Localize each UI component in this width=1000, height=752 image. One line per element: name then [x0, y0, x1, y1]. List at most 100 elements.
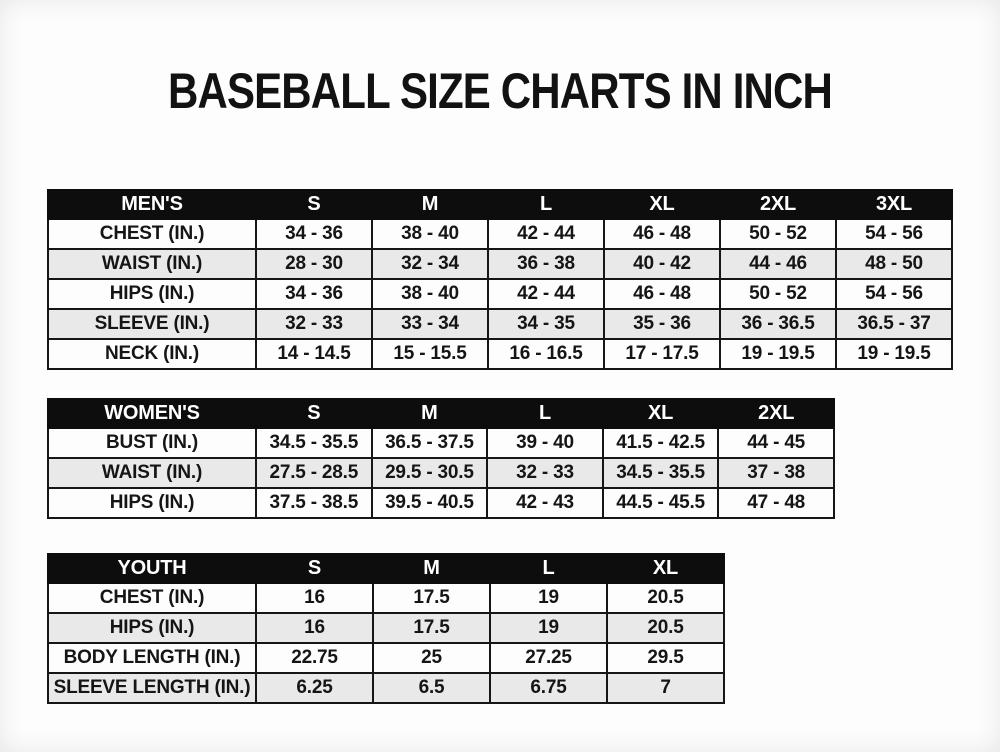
row-label-cell: CHEST (IN.) — [47, 218, 257, 250]
size-header-cell: 3XL — [835, 189, 953, 220]
size-value-cell: 38 - 40 — [371, 278, 489, 310]
size-value-cell: 32 - 33 — [486, 457, 604, 489]
size-header-cell: 2XL — [719, 189, 837, 220]
header-row: MEN'S S M L XL 2XL 3XL — [47, 189, 953, 220]
size-value-cell: 42 - 44 — [487, 278, 605, 310]
row-label-cell: BODY LENGTH (IN.) — [47, 642, 257, 674]
group-header-cell: YOUTH — [47, 553, 257, 584]
group-header-cell: WOMEN'S — [47, 398, 257, 429]
size-value-cell: 6.5 — [372, 672, 491, 704]
row-label-cell: HIPS (IN.) — [47, 612, 257, 644]
size-value-cell: 20.5 — [606, 582, 725, 614]
size-value-cell: 19 - 19.5 — [835, 338, 953, 370]
size-value-cell: 6.25 — [255, 672, 374, 704]
size-value-cell: 28 - 30 — [255, 248, 373, 280]
row-label-cell: WAIST (IN.) — [47, 457, 257, 489]
size-value-cell: 19 — [489, 582, 608, 614]
size-value-cell: 36.5 - 37.5 — [370, 427, 489, 459]
row-label-cell: HIPS (IN.) — [47, 487, 257, 519]
womens-table-body: BUST (IN.) 34.5 - 35.5 36.5 - 37.5 39 - 40 4… — [47, 427, 835, 519]
table-row: SLEEVE (IN.) 32 - 33 33 - 34 34 - 35 35 - 36… — [47, 308, 953, 340]
size-value-cell: 39.5 - 40.5 — [370, 487, 489, 519]
size-header-cell: S — [255, 553, 374, 584]
size-value-cell: 47 - 48 — [717, 487, 835, 519]
size-header-cell: 2XL — [717, 398, 835, 429]
size-value-cell: 34.5 - 35.5 — [255, 427, 373, 459]
size-value-cell: 19 — [489, 612, 608, 644]
table-row: NECK (IN.) 14 - 14.5 15 - 15.5 16 - 16.5 17 … — [47, 338, 953, 370]
row-label-cell: HIPS (IN.) — [47, 278, 257, 310]
table-row: HIPS (IN.) 37.5 - 38.5 39.5 - 40.5 42 - 43 4… — [47, 487, 835, 519]
size-value-cell: 25 — [372, 642, 491, 674]
size-value-cell: 34 - 36 — [255, 278, 373, 310]
size-value-cell: 50 - 52 — [719, 278, 837, 310]
size-value-cell: 27.25 — [489, 642, 608, 674]
size-header-cell: M — [372, 553, 491, 584]
size-value-cell: 44.5 - 45.5 — [601, 487, 720, 519]
size-value-cell: 37 - 38 — [717, 457, 835, 489]
mens-table-body: CHEST (IN.) 34 - 36 38 - 40 42 - 44 46 - 48 5… — [47, 218, 953, 370]
size-header-cell: XL — [606, 553, 725, 584]
size-value-cell: 54 - 56 — [835, 218, 953, 250]
size-header-cell: XL — [601, 398, 720, 429]
row-label-cell: BUST (IN.) — [47, 427, 257, 459]
size-value-cell: 36 - 38 — [487, 248, 605, 280]
size-value-cell: 37.5 - 38.5 — [255, 487, 373, 519]
womens-size-table: WOMEN'S S M L XL 2XL BUST (IN.) 34.5 - 35.5 36.… — [47, 398, 835, 519]
group-header-cell: MEN'S — [47, 189, 257, 220]
size-header-cell: S — [255, 189, 373, 220]
size-header-cell: L — [487, 189, 605, 220]
size-value-cell: 16 — [255, 582, 374, 614]
size-value-cell: 7 — [606, 672, 725, 704]
table-row: CHEST (IN.) 34 - 36 38 - 40 42 - 44 46 - 48 5… — [47, 218, 953, 250]
size-value-cell: 34.5 - 35.5 — [601, 457, 720, 489]
row-label-cell: NECK (IN.) — [47, 338, 257, 370]
size-value-cell: 41.5 - 42.5 — [601, 427, 720, 459]
size-value-cell: 44 - 45 — [717, 427, 835, 459]
size-header-cell: M — [370, 398, 489, 429]
size-value-cell: 22.75 — [255, 642, 374, 674]
size-value-cell: 27.5 - 28.5 — [255, 457, 373, 489]
size-value-cell: 42 - 43 — [486, 487, 604, 519]
size-value-cell: 32 - 34 — [371, 248, 489, 280]
size-value-cell: 15 - 15.5 — [371, 338, 489, 370]
mens-table-header: MEN'S S M L XL 2XL 3XL — [47, 189, 953, 220]
row-label-cell: CHEST (IN.) — [47, 582, 257, 614]
size-header-cell: S — [255, 398, 373, 429]
size-value-cell: 39 - 40 — [486, 427, 604, 459]
table-row: WAIST (IN.) 28 - 30 32 - 34 36 - 38 40 - 42 4… — [47, 248, 953, 280]
size-value-cell: 36.5 - 37 — [835, 308, 953, 340]
size-value-cell: 46 - 48 — [603, 218, 721, 250]
table-row: BUST (IN.) 34.5 - 35.5 36.5 - 37.5 39 - 40 4… — [47, 427, 835, 459]
table-row: CHEST (IN.) 16 17.5 19 20.5 — [47, 582, 725, 614]
size-header-cell: XL — [603, 189, 721, 220]
size-value-cell: 17 - 17.5 — [603, 338, 721, 370]
size-value-cell: 29.5 - 30.5 — [370, 457, 489, 489]
header-row: YOUTH S M L XL — [47, 553, 725, 584]
table-row: SLEEVE LENGTH (IN.) 6.25 6.5 6.75 7 — [47, 672, 725, 704]
size-value-cell: 38 - 40 — [371, 218, 489, 250]
table-row: BODY LENGTH (IN.) 22.75 25 27.25 29.5 — [47, 642, 725, 674]
youth-size-table: YOUTH S M L XL CHEST (IN.) 16 17.5 19 20.5 HIPS (… — [47, 553, 725, 704]
row-label-cell: SLEEVE LENGTH (IN.) — [47, 672, 257, 704]
youth-table-body: CHEST (IN.) 16 17.5 19 20.5 HIPS (IN.) 16 17.5 1… — [47, 582, 725, 704]
size-value-cell: 17.5 — [372, 612, 491, 644]
size-value-cell: 44 - 46 — [719, 248, 837, 280]
row-label-cell: WAIST (IN.) — [47, 248, 257, 280]
size-value-cell: 14 - 14.5 — [255, 338, 373, 370]
header-row: WOMEN'S S M L XL 2XL — [47, 398, 835, 429]
size-value-cell: 34 - 35 — [487, 308, 605, 340]
size-header-cell: L — [486, 398, 604, 429]
mens-size-table: MEN'S S M L XL 2XL 3XL CHEST (IN.) 34 - 36 38 - … — [47, 189, 953, 370]
size-value-cell: 40 - 42 — [603, 248, 721, 280]
size-value-cell: 42 - 44 — [487, 218, 605, 250]
size-value-cell: 20.5 — [606, 612, 725, 644]
row-label-cell: SLEEVE (IN.) — [47, 308, 257, 340]
size-value-cell: 16 - 16.5 — [487, 338, 605, 370]
size-value-cell: 32 - 33 — [255, 308, 373, 340]
womens-table-header: WOMEN'S S M L XL 2XL — [47, 398, 835, 429]
size-value-cell: 33 - 34 — [371, 308, 489, 340]
size-value-cell: 54 - 56 — [835, 278, 953, 310]
size-header-cell: M — [371, 189, 489, 220]
youth-table-header: YOUTH S M L XL — [47, 553, 725, 584]
